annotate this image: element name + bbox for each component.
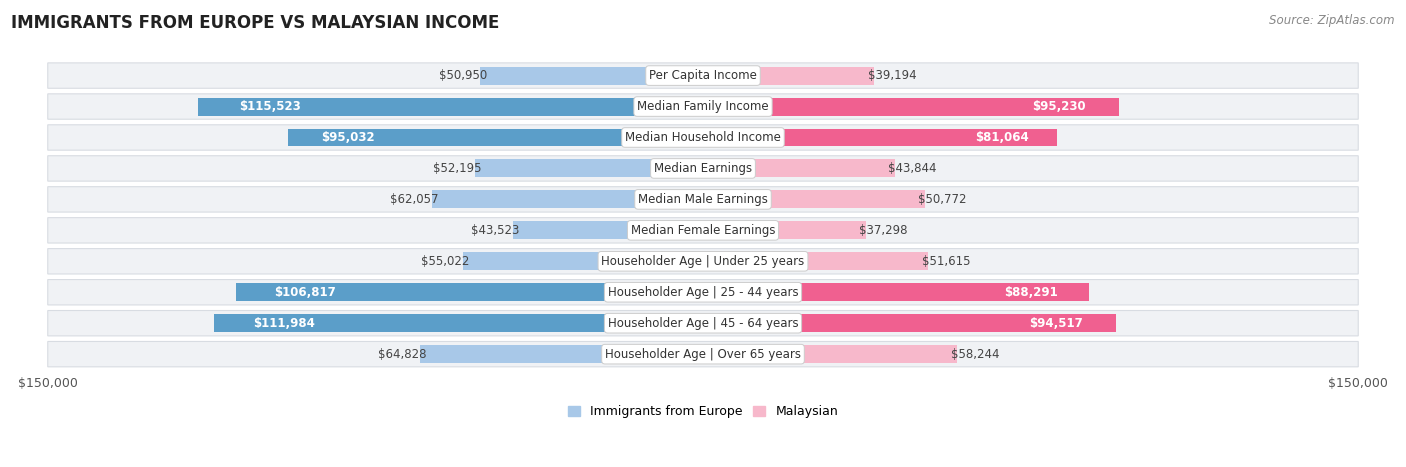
Bar — [703, 345, 957, 363]
Bar — [288, 128, 703, 147]
Bar — [198, 98, 703, 115]
Text: $52,195: $52,195 — [433, 162, 481, 175]
Text: $43,523: $43,523 — [471, 224, 519, 237]
Text: $43,844: $43,844 — [889, 162, 936, 175]
FancyBboxPatch shape — [48, 63, 1358, 88]
Text: $50,950: $50,950 — [439, 69, 486, 82]
Text: $58,244: $58,244 — [950, 347, 1000, 361]
Text: $39,194: $39,194 — [868, 69, 917, 82]
Text: $150,000: $150,000 — [18, 377, 79, 390]
Bar — [420, 345, 703, 363]
Bar — [475, 159, 703, 177]
Text: $62,057: $62,057 — [389, 193, 439, 206]
Bar — [703, 314, 1116, 332]
Text: Source: ZipAtlas.com: Source: ZipAtlas.com — [1270, 14, 1395, 27]
FancyBboxPatch shape — [48, 218, 1358, 243]
Bar — [703, 98, 1119, 115]
Text: $94,517: $94,517 — [1029, 317, 1083, 330]
Text: $106,817: $106,817 — [274, 286, 336, 299]
Bar — [481, 67, 703, 85]
Text: $64,828: $64,828 — [378, 347, 426, 361]
Text: $150,000: $150,000 — [1327, 377, 1388, 390]
Text: Median Earnings: Median Earnings — [654, 162, 752, 175]
Bar — [703, 252, 928, 270]
Text: Median Household Income: Median Household Income — [626, 131, 780, 144]
Text: $81,064: $81,064 — [974, 131, 1029, 144]
Text: Householder Age | Under 25 years: Householder Age | Under 25 years — [602, 255, 804, 268]
Text: $51,615: $51,615 — [922, 255, 970, 268]
FancyBboxPatch shape — [48, 248, 1358, 274]
Bar — [236, 283, 703, 301]
FancyBboxPatch shape — [48, 187, 1358, 212]
Bar — [703, 221, 866, 239]
Text: $95,032: $95,032 — [321, 131, 375, 144]
FancyBboxPatch shape — [48, 280, 1358, 305]
Text: $88,291: $88,291 — [1004, 286, 1057, 299]
Bar — [432, 191, 703, 208]
Text: Median Female Earnings: Median Female Earnings — [631, 224, 775, 237]
FancyBboxPatch shape — [48, 341, 1358, 367]
Bar — [703, 67, 875, 85]
Text: $37,298: $37,298 — [859, 224, 908, 237]
Legend: Immigrants from Europe, Malaysian: Immigrants from Europe, Malaysian — [562, 400, 844, 423]
FancyBboxPatch shape — [48, 311, 1358, 336]
Text: Median Family Income: Median Family Income — [637, 100, 769, 113]
Text: $50,772: $50,772 — [918, 193, 967, 206]
Bar — [214, 314, 703, 332]
Text: Median Male Earnings: Median Male Earnings — [638, 193, 768, 206]
Text: Per Capita Income: Per Capita Income — [650, 69, 756, 82]
FancyBboxPatch shape — [48, 94, 1358, 119]
Text: Householder Age | 25 - 44 years: Householder Age | 25 - 44 years — [607, 286, 799, 299]
Text: Householder Age | Over 65 years: Householder Age | Over 65 years — [605, 347, 801, 361]
Text: $111,984: $111,984 — [253, 317, 315, 330]
Text: $115,523: $115,523 — [239, 100, 301, 113]
Bar — [703, 159, 894, 177]
FancyBboxPatch shape — [48, 125, 1358, 150]
Bar — [703, 191, 925, 208]
Bar — [463, 252, 703, 270]
Text: IMMIGRANTS FROM EUROPE VS MALAYSIAN INCOME: IMMIGRANTS FROM EUROPE VS MALAYSIAN INCO… — [11, 14, 499, 32]
FancyBboxPatch shape — [48, 156, 1358, 181]
Bar — [703, 128, 1057, 147]
Bar — [703, 283, 1088, 301]
Text: Householder Age | 45 - 64 years: Householder Age | 45 - 64 years — [607, 317, 799, 330]
Text: $55,022: $55,022 — [420, 255, 470, 268]
Text: $95,230: $95,230 — [1032, 100, 1085, 113]
Bar — [513, 221, 703, 239]
